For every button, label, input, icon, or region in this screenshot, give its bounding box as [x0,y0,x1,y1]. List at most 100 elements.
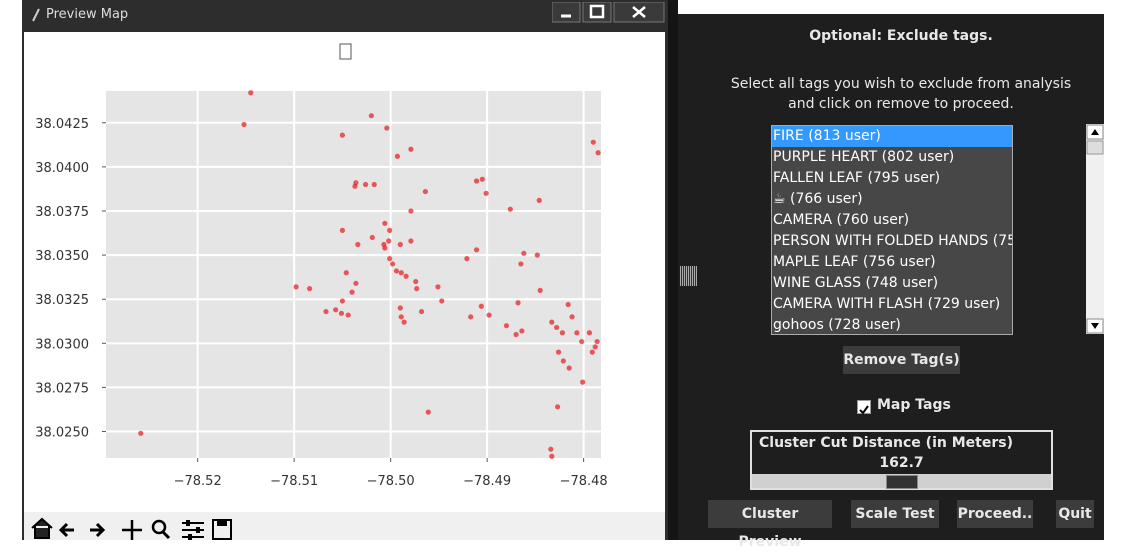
tag-item[interactable]: CAMERA (760 user) [773,212,910,228]
point [518,261,524,267]
back-button[interactable] [58,522,74,538]
instructions: Select all tags you wish to exclude from… [678,74,1124,114]
point [398,314,404,320]
action-button[interactable]: Quit [1056,500,1094,528]
panel-heading: Optional: Exclude tags. [809,28,993,44]
point [414,286,420,292]
point [478,303,484,309]
tag-item[interactable]: FALLEN LEAF (795 user) [773,170,941,186]
scroll-thumb[interactable] [1086,140,1104,155]
map-tags-checkbox[interactable] [857,400,871,415]
configure-button[interactable] [182,520,204,540]
home-button[interactable] [31,517,53,539]
point [566,365,572,371]
sash[interactable] [680,266,697,286]
plot-area [106,91,601,458]
point [554,404,561,410]
scale-frame: Cluster Cut Distance (in Meters) 162.7 [750,430,1053,490]
point [464,256,470,262]
point [473,178,480,184]
scrollbar-parts [1086,124,1104,334]
point [425,409,431,415]
x-tick-label: −78.49 [463,474,511,489]
point [534,252,540,258]
point [394,153,401,159]
point [339,298,346,304]
point [590,139,596,145]
save-button[interactable] [212,519,232,540]
point [536,197,542,203]
point [382,220,388,226]
scrollbar[interactable] [1086,124,1104,334]
action-button[interactable]: Scale Test [851,500,939,528]
point [397,241,403,248]
point [343,270,349,276]
point [579,338,585,345]
y-tick-label: 38.0300 [35,337,89,352]
zoom-button[interactable] [151,519,171,540]
tag-item[interactable]: gohoos (728 user) [773,317,901,333]
point [353,280,359,286]
point [339,132,346,138]
y-tick-label: 38.0400 [35,161,89,176]
point [398,270,404,276]
point [293,284,299,290]
point [586,330,593,336]
point [592,344,598,350]
page: Preview Map −78.52 −78.51 −78.50 −78.49 −78.… [22,0,1124,550]
point [521,250,527,256]
scale-slider[interactable] [886,475,918,489]
point [560,358,566,364]
point [397,305,403,311]
point [355,241,361,248]
tag-item[interactable]: FIRE (813 user) [772,126,1012,147]
point [468,314,474,320]
point [580,379,586,385]
remove-button[interactable]: Remove Tag(s) [843,346,960,374]
point [513,331,519,338]
y-tick-label: 38.0375 [35,205,89,220]
y-tick-label: 38.0250 [35,426,89,441]
map-tags-label: Map Tags [877,397,951,413]
pan-button[interactable] [122,520,142,540]
point [389,261,396,267]
point [559,330,566,336]
point [595,150,601,156]
point [387,256,393,262]
x-tick-label: −78.50 [367,474,415,489]
action-button[interactable]: Cluster Preview [708,500,832,550]
tag-item[interactable]: PURPLE HEART (802 user) [773,149,955,165]
point [555,349,562,355]
point [323,308,329,315]
point [565,301,571,308]
point [339,227,346,233]
action-button[interactable]: Proceed.. [957,500,1033,528]
point [408,208,414,214]
point [408,146,414,152]
point [548,446,554,452]
window-icon [32,8,40,22]
tag-item[interactable]: ☕ (766 user) [773,191,863,207]
tag-item[interactable]: CAMERA WITH FLASH (729 user) [773,296,1001,312]
preview-window: Preview Map −78.52 −78.51 −78.50 −78.49 −78.… [22,0,668,540]
point [537,287,543,293]
point [333,307,339,313]
instruction-line: and click on remove to proceed. [788,96,1014,112]
tag-item[interactable]: PERSON WITH FOLDED HANDS (756 user) [773,233,1012,249]
point [393,268,400,274]
minimize-button[interactable] [552,2,581,23]
point [418,308,425,315]
point [408,238,414,244]
tag-item[interactable]: WINE GLASS (748 user) [773,275,939,291]
point [569,314,575,320]
point [589,349,595,355]
point [387,227,393,233]
point [422,188,428,195]
tag-listbox[interactable]: FIRE (813 user) PURPLE HEART (802 user) FA… [771,125,1013,335]
forward-button[interactable] [90,522,106,538]
point [382,245,388,251]
check-mark [859,405,869,415]
point [384,125,390,131]
tag-item[interactable]: MAPLE LEAF (756 user) [773,254,936,270]
scale-value: 162.7 [879,455,924,471]
